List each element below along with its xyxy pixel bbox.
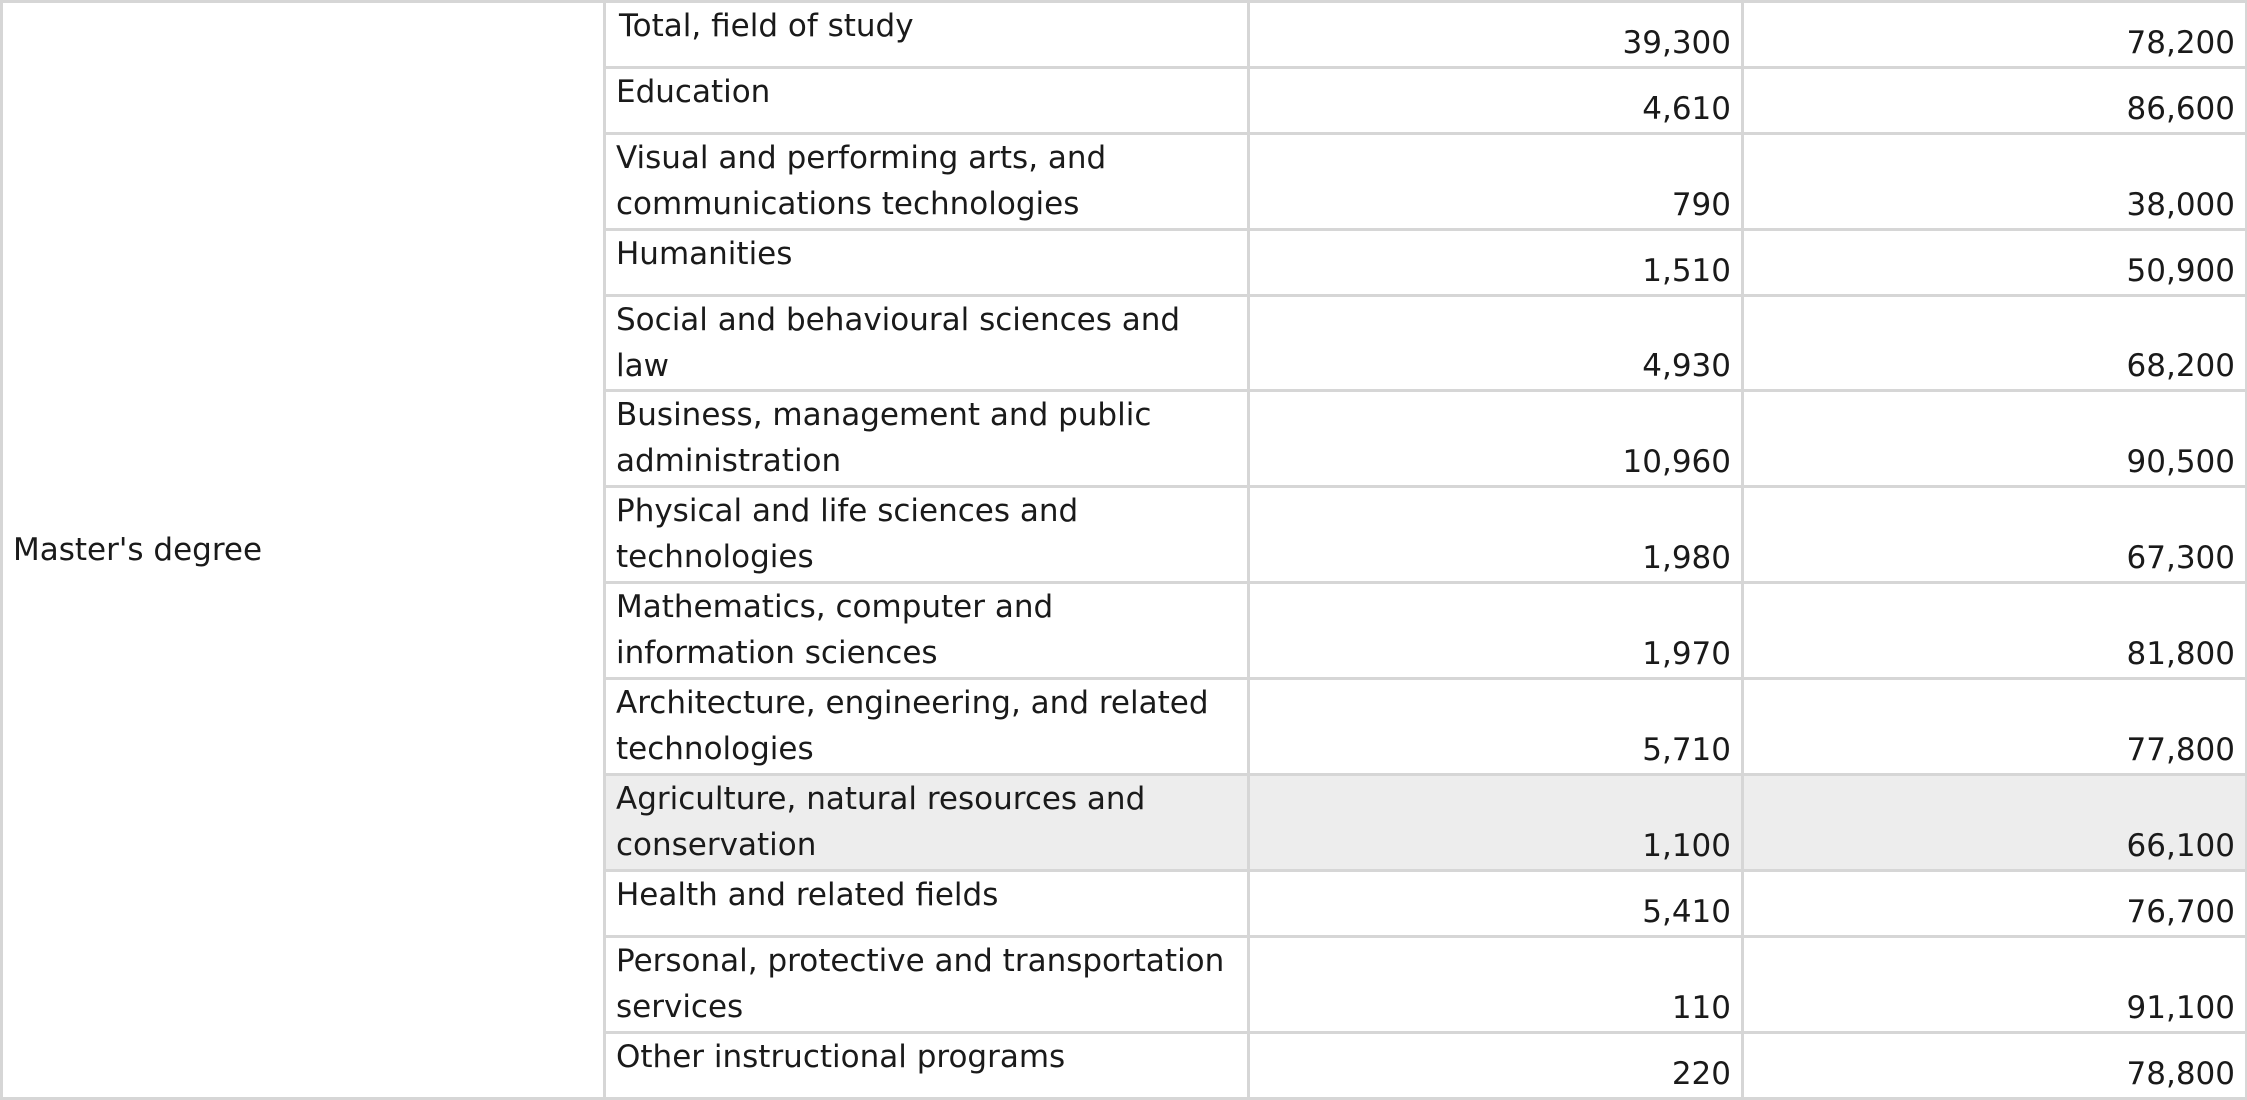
table-row: Mathematics, computer and information sc… bbox=[2, 581, 2247, 680]
field-label: Visual and performing arts, and communic… bbox=[603, 132, 1250, 231]
field-label: Education bbox=[603, 66, 1250, 135]
value-cell: 77,800 bbox=[1741, 677, 2247, 776]
field-label: Humanities bbox=[603, 228, 1250, 297]
value-cell: 38,000 bbox=[1741, 132, 2247, 231]
table-row: Visual and performing arts, and communic… bbox=[2, 132, 2247, 231]
field-label: Other instructional programs bbox=[603, 1031, 1250, 1100]
table-row: Physical and life sciences and technolog… bbox=[2, 485, 2247, 584]
value-cell: 86,600 bbox=[1741, 66, 2247, 135]
value-cell: 110 bbox=[1247, 935, 1744, 1034]
table-row: Health and related fields 5,410 76,700 bbox=[2, 869, 2247, 938]
value-cell: 220 bbox=[1247, 1031, 1744, 1100]
value-cell: 76,700 bbox=[1741, 869, 2247, 938]
field-label: Architecture, engineering, and related t… bbox=[603, 677, 1250, 776]
row-group-label: Master's degree bbox=[0, 0, 606, 1100]
value-cell: 10,960 bbox=[1247, 389, 1744, 488]
field-label: Health and related fields bbox=[603, 869, 1250, 938]
table-row: Architecture, engineering, and related t… bbox=[2, 677, 2247, 776]
field-label: Mathematics, computer and information sc… bbox=[603, 581, 1250, 680]
value-cell: 1,100 bbox=[1247, 773, 1744, 872]
table-row: Agriculture, natural resources and conse… bbox=[2, 773, 2247, 872]
value-cell: 81,800 bbox=[1741, 581, 2247, 680]
table-row: Personal, protective and transportation … bbox=[2, 935, 2247, 1034]
value-cell: 1,510 bbox=[1247, 228, 1744, 297]
value-cell: 78,800 bbox=[1741, 1031, 2247, 1100]
table-row: Other instructional programs 220 78,800 bbox=[2, 1031, 2247, 1100]
value-cell: 790 bbox=[1247, 132, 1744, 231]
value-cell: 5,710 bbox=[1247, 677, 1744, 776]
value-cell: 39,300 bbox=[1247, 0, 1744, 69]
value-cell: 78,200 bbox=[1741, 0, 2247, 69]
value-cell: 5,410 bbox=[1247, 869, 1744, 938]
value-cell: 1,980 bbox=[1247, 485, 1744, 584]
table-row: Social and behavioural sciences and law … bbox=[2, 294, 2247, 392]
table-row: Business, management and public administ… bbox=[2, 389, 2247, 488]
value-cell: 1,970 bbox=[1247, 581, 1744, 680]
value-cell: 67,300 bbox=[1741, 485, 2247, 584]
field-label: Total, field of study bbox=[603, 0, 1250, 69]
value-cell: 90,500 bbox=[1741, 389, 2247, 488]
field-label: Business, management and public administ… bbox=[603, 389, 1250, 488]
field-label: Physical and life sciences and technolog… bbox=[603, 485, 1250, 584]
value-cell: 4,930 bbox=[1247, 294, 1744, 392]
field-label: Personal, protective and transportation … bbox=[603, 935, 1250, 1034]
value-cell: 50,900 bbox=[1741, 228, 2247, 297]
table-row: Humanities 1,510 50,900 bbox=[2, 228, 2247, 297]
value-cell: 4,610 bbox=[1247, 66, 1744, 135]
table-row: Education 4,610 86,600 bbox=[2, 66, 2247, 135]
value-cell: 68,200 bbox=[1741, 294, 2247, 392]
value-cell: 66,100 bbox=[1741, 773, 2247, 872]
value-cell: 91,100 bbox=[1741, 935, 2247, 1034]
field-label: Agriculture, natural resources and conse… bbox=[603, 773, 1250, 872]
field-label: Social and behavioural sciences and law bbox=[603, 294, 1250, 392]
